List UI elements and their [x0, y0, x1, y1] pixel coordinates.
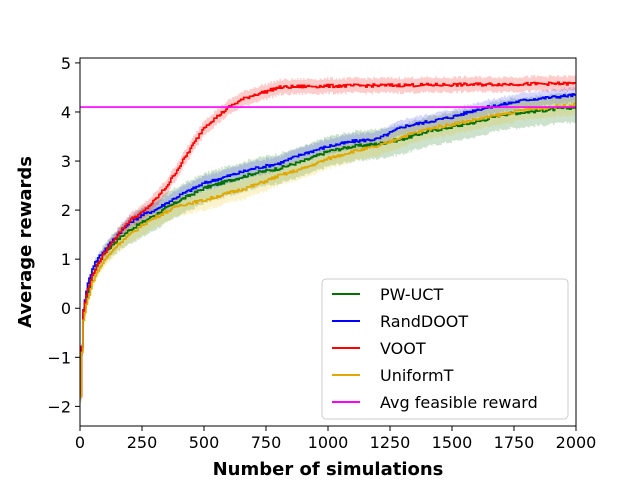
x-tick-label: 250: [127, 433, 158, 452]
legend-label-randdoot: RandDOOT: [380, 312, 468, 331]
y-tick-label: 4: [61, 103, 71, 122]
y-axis-ticks: −2 −1 0 1 2 3 4 5: [47, 54, 80, 416]
y-tick-label: −1: [47, 348, 71, 367]
x-axis-label: Number of simulations: [213, 459, 444, 480]
y-tick-label: 2: [61, 201, 71, 220]
x-tick-label: 1250: [370, 433, 411, 452]
legend-box: [321, 278, 569, 420]
legend: PW-UCT RandDOOT VOOT UniformT Avg feasible r…: [321, 278, 569, 420]
series-lines: [80, 81, 577, 398]
x-tick-label: 2000: [556, 433, 597, 452]
uniformt-line: [80, 102, 577, 398]
legend-label-voot: VOOT: [380, 339, 426, 358]
legend-label-pw-uct: PW-UCT: [380, 285, 443, 304]
y-tick-label: −2: [47, 397, 71, 416]
y-tick-label: 5: [61, 54, 71, 73]
y-tick-label: 3: [61, 152, 71, 171]
confidence-bands: [80, 74, 576, 403]
y-axis-label: Average rewards: [15, 156, 36, 328]
x-tick-label: 1000: [308, 433, 349, 452]
legend-label-avg-feasible-reward: Avg feasible reward: [380, 393, 538, 412]
voot-line: [80, 81, 577, 398]
x-tick-label: 1750: [494, 433, 535, 452]
legend-label-uniformt: UniformT: [380, 366, 454, 385]
y-tick-label: 1: [61, 250, 71, 269]
randdoot-band: [80, 86, 576, 400]
uniformt-band: [80, 93, 576, 401]
pw-uct-band: [80, 91, 576, 403]
x-tick-label: 750: [251, 433, 282, 452]
x-tick-label: 500: [189, 433, 220, 452]
y-tick-label: 0: [61, 299, 71, 318]
x-axis-ticks: 0 250 500 750 1000 1250 1500 1750 2000: [75, 426, 596, 452]
x-tick-label: 0: [75, 433, 85, 452]
x-tick-label: 1500: [432, 433, 473, 452]
